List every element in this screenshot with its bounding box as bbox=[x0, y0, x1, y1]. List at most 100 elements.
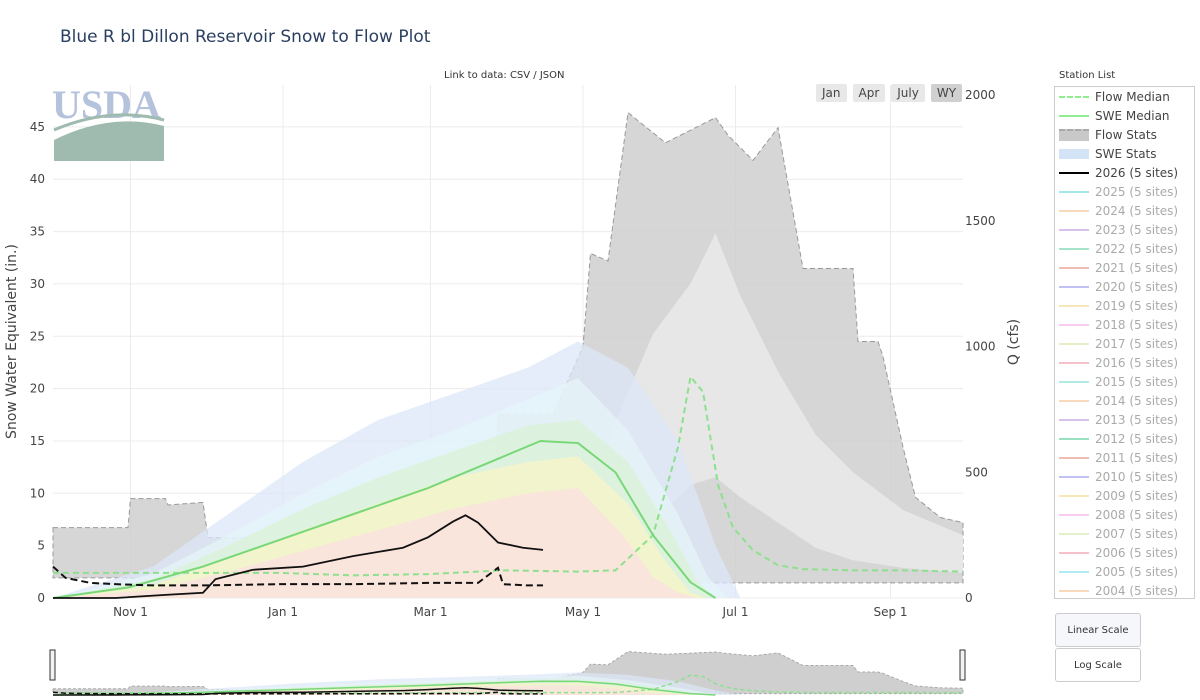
legend-label: 2022 (5 sites) bbox=[1095, 241, 1179, 256]
legend-swatch bbox=[1059, 356, 1089, 370]
x-tick-label: Nov 1 bbox=[113, 605, 148, 619]
legend-label: 2018 (5 sites) bbox=[1095, 317, 1179, 332]
legend-swatch bbox=[1059, 413, 1089, 427]
legend-item[interactable]: 2005 (5 sites) bbox=[1055, 562, 1194, 581]
legend-item[interactable]: 2016 (5 sites) bbox=[1055, 353, 1194, 372]
legend-swatch bbox=[1059, 394, 1089, 408]
legend-swatch bbox=[1059, 527, 1089, 541]
legend-item[interactable]: 2022 (5 sites) bbox=[1055, 239, 1194, 258]
legend-item[interactable]: 2009 (5 sites) bbox=[1055, 486, 1194, 505]
legend-item[interactable]: 2021 (5 sites) bbox=[1055, 258, 1194, 277]
legend-label: 2014 (5 sites) bbox=[1095, 393, 1179, 408]
legend-item[interactable]: 2025 (5 sites) bbox=[1055, 182, 1194, 201]
legend-label: 2025 (5 sites) bbox=[1095, 184, 1179, 199]
legend-item[interactable]: 2008 (5 sites) bbox=[1055, 505, 1194, 524]
y-left-tick-label: 20 bbox=[30, 382, 45, 396]
y-right-tick-label: 1500 bbox=[965, 214, 996, 228]
y-left-tick-label: 40 bbox=[30, 172, 45, 186]
legend-label: 2026 (5 sites) bbox=[1095, 165, 1179, 180]
range-slider-right-handle[interactable] bbox=[959, 649, 966, 681]
legend-label: Flow Stats bbox=[1095, 127, 1157, 142]
range-button-apr[interactable]: Apr bbox=[852, 84, 886, 102]
usda-logo-field bbox=[54, 121, 164, 161]
legend-item[interactable]: 2020 (5 sites) bbox=[1055, 277, 1194, 296]
mini-flow-2026 bbox=[52, 691, 543, 695]
range-button-july[interactable]: July bbox=[891, 84, 925, 102]
legend-label: 2012 (5 sites) bbox=[1095, 431, 1179, 446]
legend-swatch bbox=[1059, 147, 1089, 161]
legend-swatch bbox=[1059, 565, 1089, 579]
mini-swe-median bbox=[52, 680, 716, 696]
legend-item[interactable]: Flow Stats bbox=[1055, 125, 1194, 144]
legend-item[interactable]: 2012 (5 sites) bbox=[1055, 429, 1194, 448]
legend-label: 2016 (5 sites) bbox=[1095, 355, 1179, 370]
x-tick-label: May 1 bbox=[565, 605, 601, 619]
legend-swatch bbox=[1059, 299, 1089, 313]
legend-item[interactable]: 2018 (5 sites) bbox=[1055, 315, 1194, 334]
legend-item[interactable]: 2011 (5 sites) bbox=[1055, 448, 1194, 467]
flow-median-line bbox=[53, 374, 964, 577]
y-right-tick-label: 0 bbox=[965, 591, 973, 605]
x-tick-label: Sep 1 bbox=[873, 605, 907, 619]
legend-item[interactable]: 2026 (5 sites) bbox=[1055, 163, 1194, 182]
legend-label: 2010 (5 sites) bbox=[1095, 469, 1179, 484]
range-slider[interactable] bbox=[48, 649, 966, 696]
legend-swatch bbox=[1059, 451, 1089, 465]
page-title: Blue R bl Dillon Reservoir Snow to Flow … bbox=[60, 27, 431, 47]
snow-flow-chart[interactable]: 0 5 10 15 20 25 30 35 40 45 0 500 1000 1500 2000 Nov 1 J… bbox=[0, 0, 1050, 700]
y-left-tick-label: 25 bbox=[30, 329, 45, 343]
legend-swatch bbox=[1059, 109, 1089, 123]
range-button-jan[interactable]: Jan bbox=[816, 84, 847, 102]
legend-item[interactable]: 2014 (5 sites) bbox=[1055, 391, 1194, 410]
x-tick-label: Mar 1 bbox=[413, 605, 447, 619]
y-right-tick-label: 1000 bbox=[965, 340, 996, 354]
legend-swatch bbox=[1059, 223, 1089, 237]
legend-item[interactable]: 2004 (5 sites) bbox=[1055, 581, 1194, 598]
legend-item[interactable]: 2019 (5 sites) bbox=[1055, 296, 1194, 315]
legend-item[interactable]: 2007 (5 sites) bbox=[1055, 524, 1194, 543]
legend-swatch bbox=[1059, 318, 1089, 332]
y-left-tick-label: 45 bbox=[30, 120, 45, 134]
legend-item[interactable]: 2024 (5 sites) bbox=[1055, 201, 1194, 220]
linear-scale-button[interactable]: Linear Scale bbox=[1055, 613, 1141, 647]
legend-label: 2008 (5 sites) bbox=[1095, 507, 1179, 522]
y-right-axis-title: Q (cfs) bbox=[1006, 319, 1022, 365]
legend-swatch bbox=[1059, 166, 1089, 180]
legend-label: 2024 (5 sites) bbox=[1095, 203, 1179, 218]
mini-swe-2026 bbox=[53, 686, 544, 696]
legend-label: 2019 (5 sites) bbox=[1095, 298, 1179, 313]
legend-label: 2006 (5 sites) bbox=[1095, 545, 1179, 560]
range-slider-left-handle[interactable] bbox=[49, 649, 56, 681]
y-right-tick-label: 500 bbox=[965, 465, 988, 479]
legend-item[interactable]: SWE Stats bbox=[1055, 144, 1194, 163]
legend-label: 2015 (5 sites) bbox=[1095, 374, 1179, 389]
series-lines-layer bbox=[52, 374, 964, 599]
legend-swatch bbox=[1059, 90, 1089, 104]
legend-item[interactable]: 2010 (5 sites) bbox=[1055, 467, 1194, 486]
legend-item[interactable]: 2006 (5 sites) bbox=[1055, 543, 1194, 562]
legend-item[interactable]: 2017 (5 sites) bbox=[1055, 334, 1194, 353]
legend-item[interactable]: 2023 (5 sites) bbox=[1055, 220, 1194, 239]
legend-swatch bbox=[1059, 375, 1089, 389]
legend-item[interactable]: 2013 (5 sites) bbox=[1055, 410, 1194, 429]
legend-swatch bbox=[1059, 204, 1089, 218]
range-button-wy[interactable]: WY bbox=[930, 84, 963, 102]
legend-label: 2021 (5 sites) bbox=[1095, 260, 1179, 275]
legend-swatch bbox=[1059, 432, 1089, 446]
legend-item[interactable]: Flow Median bbox=[1055, 87, 1194, 106]
legend-label: 2004 (5 sites) bbox=[1095, 583, 1179, 598]
legend-swatch bbox=[1059, 470, 1089, 484]
legend-swatch bbox=[1059, 185, 1089, 199]
x-tick-label: Jul 1 bbox=[722, 605, 749, 619]
legend-item[interactable]: 2015 (5 sites) bbox=[1055, 372, 1194, 391]
legend-label: 2007 (5 sites) bbox=[1095, 526, 1179, 541]
legend-label: SWE Median bbox=[1095, 108, 1170, 123]
x-tick-label: Jan 1 bbox=[267, 605, 298, 619]
legend-item[interactable]: SWE Median bbox=[1055, 106, 1194, 125]
legend-swatch bbox=[1059, 546, 1089, 560]
swe-2026-line bbox=[53, 514, 544, 599]
data-link[interactable]: Link to data: CSV / JSON bbox=[444, 70, 565, 81]
axes: 0 5 10 15 20 25 30 35 40 45 0 500 1000 1500 2000 Nov 1 J… bbox=[4, 88, 1022, 619]
legend[interactable]: Flow Median SWE Median Flow Stats SWE Stats… bbox=[1054, 86, 1195, 599]
log-scale-button[interactable]: Log Scale bbox=[1055, 648, 1141, 682]
